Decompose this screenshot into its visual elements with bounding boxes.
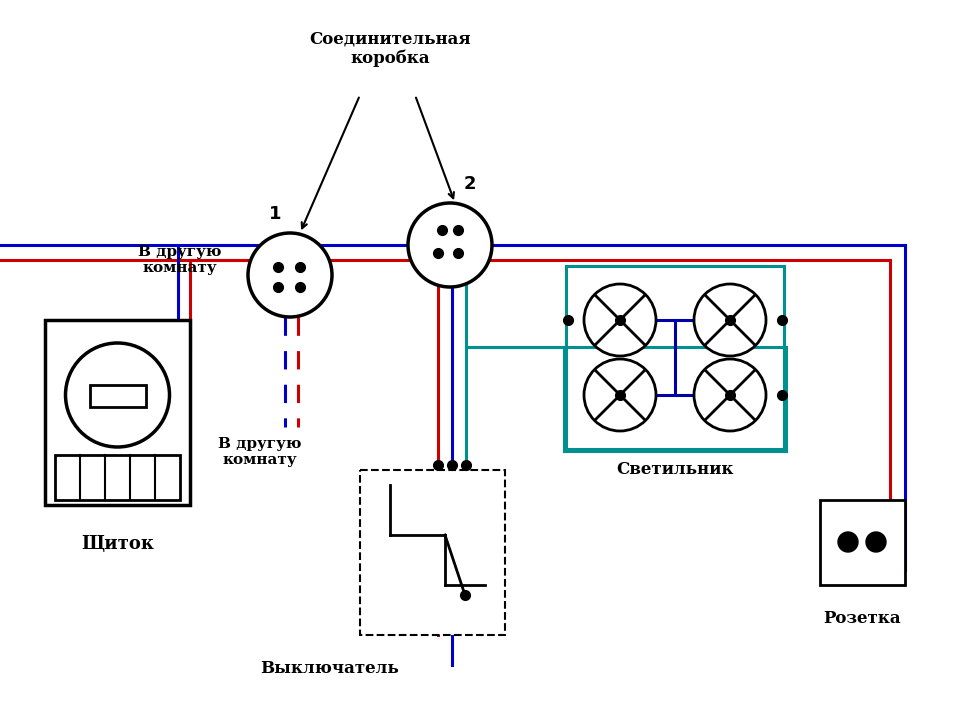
Bar xyxy=(45,320,190,505)
Circle shape xyxy=(866,532,886,552)
Text: Соединительная
коробка: Соединительная коробка xyxy=(309,30,470,67)
Bar xyxy=(820,500,905,585)
Circle shape xyxy=(65,343,170,447)
Circle shape xyxy=(694,359,766,431)
Circle shape xyxy=(694,284,766,356)
Circle shape xyxy=(248,233,332,317)
Text: 2: 2 xyxy=(464,175,476,193)
Circle shape xyxy=(408,203,492,287)
Circle shape xyxy=(584,284,656,356)
Text: Выключатель: Выключатель xyxy=(260,660,399,677)
Bar xyxy=(360,470,505,635)
Circle shape xyxy=(584,359,656,431)
Text: 1: 1 xyxy=(269,205,281,223)
Text: В другую
комнату: В другую комнату xyxy=(138,245,222,275)
Circle shape xyxy=(838,532,858,552)
Bar xyxy=(55,455,180,500)
Text: В другую
комнату: В другую комнату xyxy=(218,437,301,467)
Bar xyxy=(89,385,146,407)
Text: Светильник: Светильник xyxy=(616,461,733,478)
Text: Розетка: Розетка xyxy=(823,610,900,627)
Text: Щиток: Щиток xyxy=(81,535,154,553)
